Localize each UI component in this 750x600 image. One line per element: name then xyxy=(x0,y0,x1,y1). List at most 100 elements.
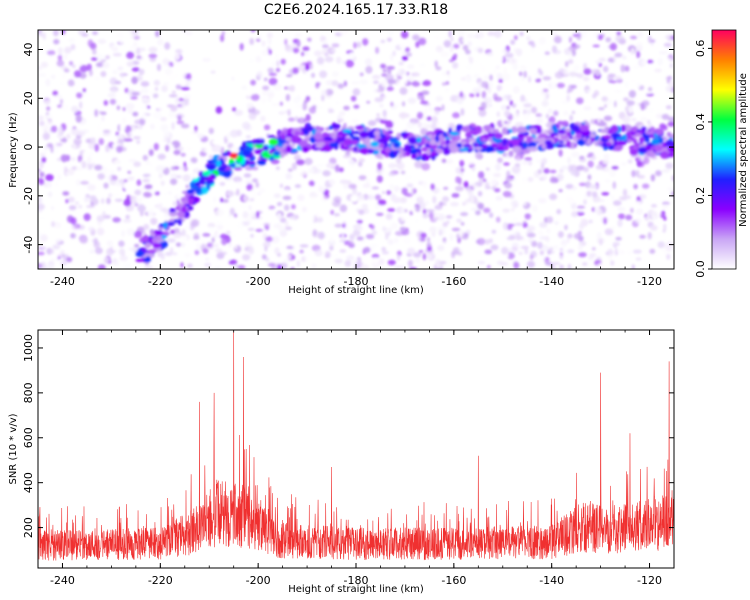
heatmap-cell xyxy=(517,127,528,134)
heatmap-cell xyxy=(181,229,186,237)
heatmap-cell xyxy=(118,248,125,256)
heatmap-cell xyxy=(569,114,573,122)
heatmap-cell xyxy=(73,143,76,149)
heatmap-cell xyxy=(100,71,107,77)
heatmap-cell xyxy=(513,216,519,221)
heatmap-cell xyxy=(596,231,602,240)
heatmap-cell xyxy=(114,99,122,105)
heatmap-cell xyxy=(234,245,238,249)
heatmap-cell xyxy=(285,44,291,51)
heatmap-cell xyxy=(109,43,117,49)
heatmap-cell xyxy=(432,180,437,184)
heatmap-cell xyxy=(591,207,596,212)
y-tick-label: 800 xyxy=(22,382,35,403)
heatmap-cell xyxy=(329,245,334,251)
heatmap-cell xyxy=(417,121,423,129)
heatmap-cell xyxy=(424,108,428,116)
heatmap-cell xyxy=(285,94,291,102)
heatmap-cell xyxy=(587,160,594,168)
heatmap-cell xyxy=(597,262,604,269)
heatmap-cell xyxy=(494,132,503,139)
heatmap-cell xyxy=(214,220,224,226)
heatmap-cell xyxy=(187,263,193,269)
heatmap-cell xyxy=(589,133,596,138)
heatmap-cell xyxy=(296,40,301,48)
heatmap-cell xyxy=(347,126,355,130)
heatmap-cell xyxy=(56,258,62,265)
heatmap-cell xyxy=(496,147,505,152)
heatmap-cell xyxy=(426,116,432,121)
heatmap-cell xyxy=(216,232,220,238)
heatmap-cell xyxy=(45,78,51,87)
heatmap-cell xyxy=(411,118,420,124)
heatmap-cell xyxy=(427,134,433,139)
heatmap-cell xyxy=(275,53,279,60)
heatmap-cell xyxy=(520,100,528,105)
heatmap-cell xyxy=(38,216,46,221)
heatmap-cell xyxy=(522,141,528,149)
heatmap-cell xyxy=(473,73,480,79)
heatmap-cell xyxy=(577,209,584,213)
heatmap-cell xyxy=(157,153,166,160)
heatmap-cell xyxy=(479,61,483,68)
heatmap-cell xyxy=(137,204,146,212)
heatmap-cell xyxy=(456,124,464,130)
heatmap-cell xyxy=(276,201,283,207)
heatmap-cell xyxy=(467,161,475,166)
heatmap-cell xyxy=(172,200,177,207)
heatmap-cell xyxy=(182,70,187,78)
heatmap-cell xyxy=(573,64,580,72)
heatmap-cell xyxy=(568,136,574,140)
heatmap-cell xyxy=(544,140,553,145)
heatmap-cell xyxy=(629,78,637,84)
heatmap-cell xyxy=(419,62,426,68)
heatmap-cell xyxy=(458,246,465,253)
heatmap-cell xyxy=(97,125,101,130)
snr-series-line xyxy=(38,330,674,561)
heatmap-cell xyxy=(139,105,149,110)
heatmap-cell xyxy=(277,264,282,269)
heatmap-cell xyxy=(436,46,442,51)
x-tick-label: -180 xyxy=(344,574,369,587)
heatmap-cell xyxy=(382,191,386,194)
heatmap-cell xyxy=(458,229,465,237)
heatmap-cell xyxy=(528,40,535,46)
heatmap-cell xyxy=(156,63,162,72)
heatmap-cell xyxy=(40,241,46,249)
heatmap-cell xyxy=(90,137,96,145)
heatmap-cell xyxy=(442,221,448,228)
heatmap-cell xyxy=(460,38,470,43)
heatmap-cell xyxy=(216,224,224,230)
heatmap-cell xyxy=(636,160,643,168)
heatmap-cell xyxy=(654,108,664,113)
heatmap-cell xyxy=(220,238,228,246)
heatmap-cell xyxy=(67,196,75,203)
x-tick-label: -160 xyxy=(441,275,466,288)
heatmap-cell xyxy=(498,78,504,83)
heatmap-cell xyxy=(394,237,399,244)
heatmap-cell xyxy=(319,70,328,79)
heatmap-cell xyxy=(637,32,644,38)
heatmap-cell xyxy=(315,82,320,89)
heatmap-cell xyxy=(668,152,674,158)
heatmap-cell xyxy=(321,132,330,138)
heatmap-cell xyxy=(384,146,392,154)
heatmap-cell xyxy=(89,195,97,200)
heatmap-cell xyxy=(524,157,533,161)
heatmap-cell xyxy=(588,219,593,224)
heatmap-cell xyxy=(133,161,141,167)
heatmap-cell xyxy=(504,52,514,58)
heatmap-cell xyxy=(444,87,450,92)
heatmap-cell xyxy=(606,142,612,146)
heatmap-cell xyxy=(176,120,185,125)
heatmap-cell xyxy=(629,148,639,156)
heatmap-cell xyxy=(547,250,551,255)
heatmap-cell xyxy=(175,97,179,104)
heatmap-cell xyxy=(194,249,200,255)
heatmap-cell xyxy=(425,209,435,213)
heatmap-cell xyxy=(591,247,596,251)
heatmap-cell xyxy=(228,242,232,248)
heatmap-cell xyxy=(226,254,231,261)
heatmap-cell xyxy=(474,34,480,39)
heatmap-cell xyxy=(348,183,357,190)
